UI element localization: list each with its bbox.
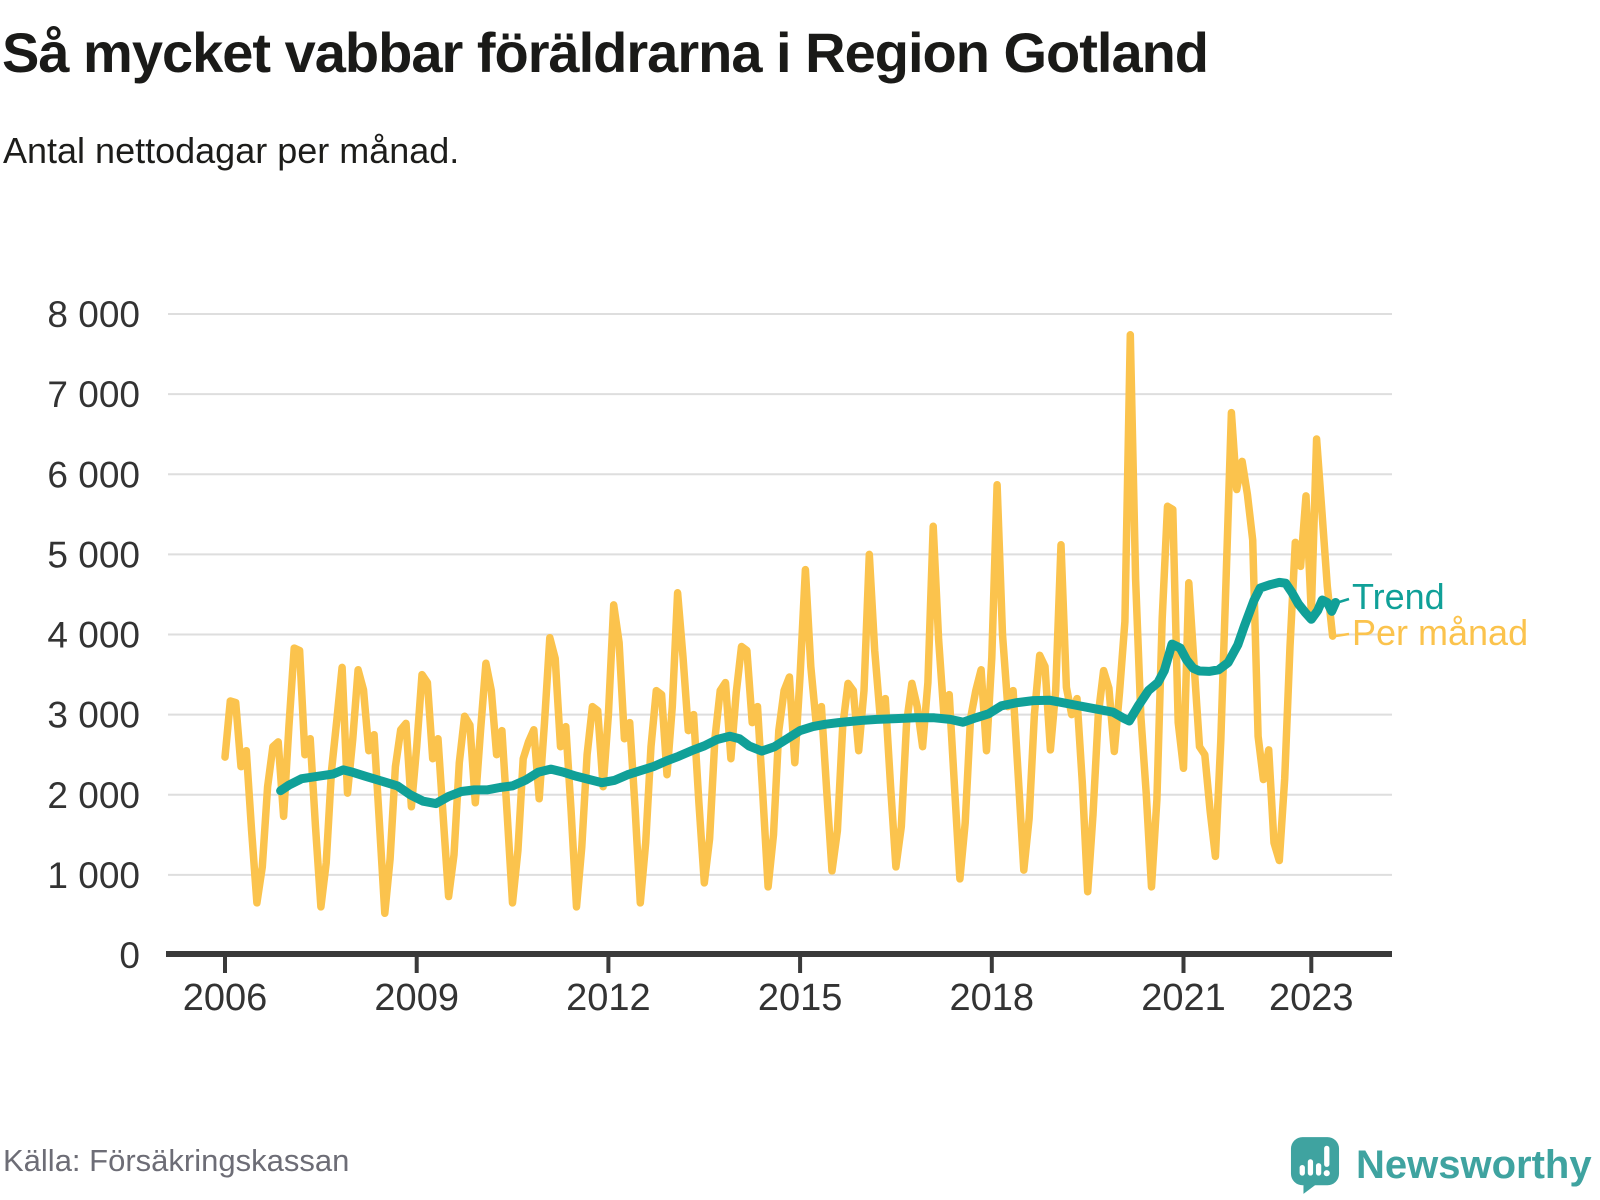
x-tick-label: 2006 [183, 977, 268, 1019]
y-tick-label: 8 000 [47, 294, 140, 335]
logo-speech-bubble [1290, 1137, 1340, 1194]
y-tick-label: 1 000 [47, 855, 140, 896]
per-month-label-connector [1334, 632, 1350, 638]
x-tick-label: 2018 [950, 977, 1035, 1019]
x-tick-label: 2012 [566, 977, 651, 1019]
chart-subtitle: Antal nettodagar per månad. [3, 130, 460, 171]
trend-label-connector [1337, 597, 1350, 604]
x-tick-label: 2015 [758, 977, 843, 1019]
logo-bar-1 [1299, 1165, 1305, 1176]
source-note: Källa: Försäkringskassan [3, 1143, 350, 1178]
legend-per-month-label: Per månad [1352, 612, 1529, 653]
y-tick-label: 7 000 [47, 374, 140, 415]
y-tick-label: 3 000 [47, 695, 140, 736]
brand-footer: Newsworthy [1290, 1136, 1592, 1194]
logo-exclamation-dot [1323, 1170, 1330, 1177]
newsworthy-logo-icon [1290, 1137, 1340, 1194]
y-tick-label: 5 000 [47, 534, 140, 575]
y-tick-label: 4 000 [47, 615, 140, 656]
series-line-per-month [221, 331, 1337, 918]
series-line-trend [276, 577, 1341, 809]
x-tick-label: 2021 [1141, 977, 1226, 1019]
y-tick-label: 0 [119, 935, 140, 976]
logo-exclamation-bar [1324, 1145, 1330, 1167]
brand-name: Newsworthy [1356, 1143, 1592, 1187]
y-tick-label: 2 000 [47, 775, 140, 816]
x-tick-label: 2023 [1269, 977, 1354, 1019]
y-tick-label: 6 000 [47, 454, 140, 495]
logo-bar-2 [1307, 1159, 1314, 1176]
legend-trend-label: Trend [1352, 576, 1445, 617]
x-tick-label: 2009 [374, 977, 459, 1019]
page-title: Så mycket vabbar föräldrarna i Region Go… [2, 21, 1209, 84]
logo-bar-3 [1315, 1163, 1322, 1176]
